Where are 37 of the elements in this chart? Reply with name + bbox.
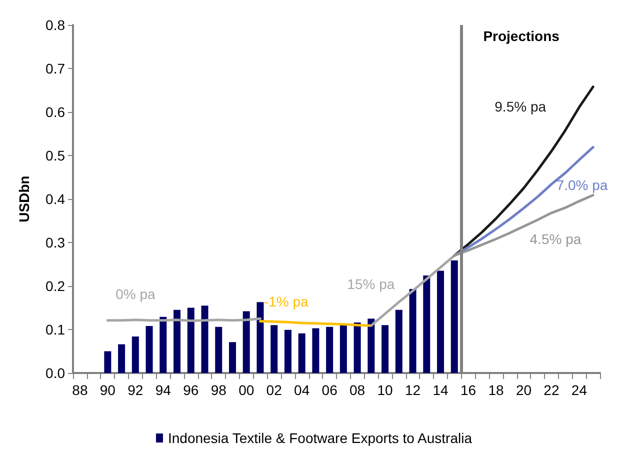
y-tick-label: 0.5: [46, 148, 66, 164]
x-tick-label: 96: [183, 382, 199, 398]
legend-label: Indonesia Textile & Footware Exports to Australia: [168, 430, 472, 446]
x-tick-label: 18: [488, 382, 504, 398]
x-tick-label: 88: [72, 382, 88, 398]
y-tick-label: 0.1: [46, 322, 66, 338]
x-tick-label: 12: [404, 382, 421, 398]
series-label: 9.5% pa: [494, 98, 546, 114]
x-tick-label: 08: [350, 382, 366, 398]
x-tick-label: 92: [128, 382, 144, 398]
x-tick-label: 06: [322, 382, 338, 398]
series-label: 7.0% pa: [556, 176, 608, 193]
x-tick-label: 04: [294, 382, 310, 398]
y-tick-label: 0.0: [46, 365, 66, 381]
series-label: 15% pa: [347, 276, 395, 292]
x-tick-label: 22: [544, 382, 560, 398]
series-label: 0% pa: [116, 286, 156, 302]
y-axis-title: USDbn: [16, 176, 32, 222]
y-tick-label: 0.3: [46, 234, 66, 250]
x-tick-label: 98: [210, 382, 227, 398]
y-tick-label: 0.8: [46, 17, 66, 33]
x-tick-label: 24: [571, 382, 588, 398]
ref-line-label: Projections: [483, 28, 560, 44]
y-tick-label: 0.2: [46, 278, 66, 294]
series-label: -1% pa: [264, 294, 308, 310]
x-tick-label: 14: [432, 382, 449, 398]
x-tick-label: 20: [516, 382, 532, 398]
x-tick-label: 94: [155, 382, 172, 398]
x-tick-label: 10: [377, 382, 394, 398]
y-tick-label: 0.6: [46, 104, 66, 120]
x-tick-label: 02: [266, 382, 282, 398]
series-label: 4.5% pa: [530, 230, 582, 247]
x-tick-label: 00: [238, 382, 254, 398]
y-tick-label: 0.4: [46, 191, 66, 207]
x-tick-label: 16: [460, 382, 476, 398]
y-tick-label: 0.7: [46, 60, 66, 76]
x-tick-label: 90: [100, 382, 116, 398]
